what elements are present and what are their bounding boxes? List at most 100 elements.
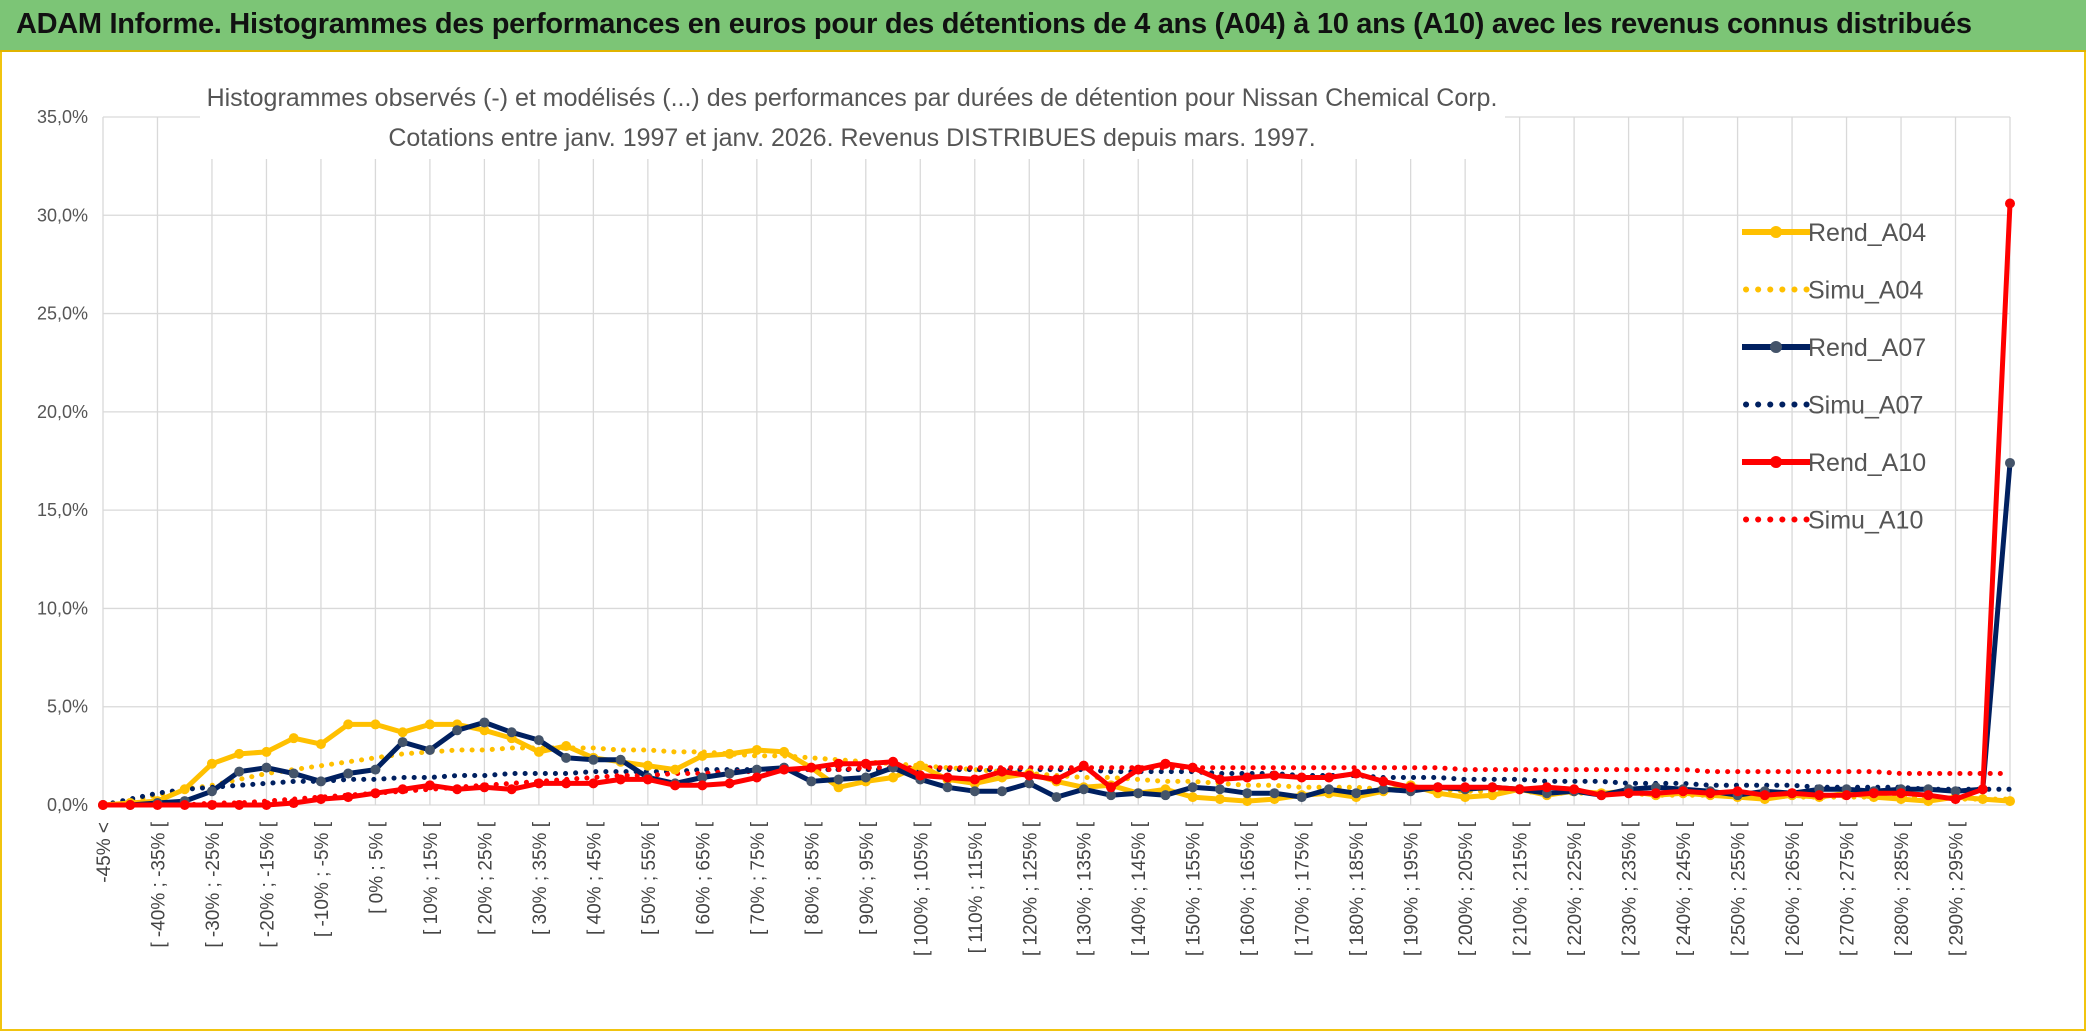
data-point xyxy=(724,778,735,789)
data-point xyxy=(1105,782,1116,793)
x-tick-label: [ 160% ; 165% [ xyxy=(1238,821,1259,956)
legend-label: Rend_A04 xyxy=(1808,219,1926,247)
gridlines xyxy=(102,116,2011,806)
data-point xyxy=(2005,198,2015,209)
data-point xyxy=(860,758,871,769)
data-point xyxy=(1460,782,1471,793)
data-point xyxy=(234,766,245,777)
series-lines xyxy=(98,198,2015,810)
legend-marker xyxy=(1770,226,1782,238)
x-tick-label: [ 270% ; 275% [ xyxy=(1838,821,1859,956)
data-point xyxy=(1460,792,1471,803)
data-point xyxy=(888,756,899,767)
data-point xyxy=(1269,770,1280,781)
data-point xyxy=(561,741,572,752)
x-tick-label: [ 60% ; 65% [ xyxy=(693,821,714,935)
data-point xyxy=(261,762,272,773)
data-point xyxy=(1214,784,1225,795)
data-point xyxy=(969,786,980,797)
legend-label: Simu_A10 xyxy=(1808,507,1923,535)
data-point xyxy=(588,754,599,765)
data-point xyxy=(806,776,817,787)
x-tick-label: [ 30% ; 35% [ xyxy=(530,821,551,935)
x-tick-label: [ 180% ; 185% [ xyxy=(1347,821,1368,956)
x-tick-label: [ 220% ; 225% [ xyxy=(1565,821,1586,956)
data-point xyxy=(1896,788,1907,799)
data-point xyxy=(779,746,790,757)
x-tick-label: [ 200% ; 205% [ xyxy=(1456,821,1477,956)
data-point xyxy=(1705,788,1716,799)
data-point xyxy=(479,782,490,793)
data-point xyxy=(452,725,463,736)
y-tick-label: 15,0% xyxy=(37,500,88,520)
data-point xyxy=(751,764,762,775)
x-tick-label: [ 190% ; 195% [ xyxy=(1402,821,1423,956)
data-point xyxy=(1296,792,1307,803)
x-tick-label: [ 100% ; 105% [ xyxy=(911,821,932,956)
series-Rend_A10 xyxy=(98,198,2015,810)
data-point xyxy=(1351,768,1362,779)
x-tick-label: [ -20% ; -15% [ xyxy=(257,821,278,947)
data-point xyxy=(2005,796,2015,807)
x-tick-label: [ 120% ; 125% [ xyxy=(1020,821,1041,956)
legend-marker xyxy=(1770,456,1782,468)
data-point xyxy=(1759,790,1770,801)
data-point xyxy=(561,752,572,763)
data-point xyxy=(1487,790,1498,801)
data-point xyxy=(1242,788,1253,799)
data-point xyxy=(397,737,408,748)
data-point xyxy=(1814,790,1825,801)
data-point xyxy=(125,800,136,810)
data-point xyxy=(479,725,490,736)
data-point xyxy=(1787,788,1798,799)
data-point xyxy=(915,770,926,781)
data-point xyxy=(1160,790,1171,801)
data-point xyxy=(397,784,408,795)
data-point xyxy=(1078,760,1089,771)
data-point xyxy=(697,750,708,761)
data-point xyxy=(1242,772,1253,783)
data-point xyxy=(1405,782,1416,793)
data-point xyxy=(1214,794,1225,805)
data-point xyxy=(833,758,844,769)
data-point xyxy=(533,746,544,757)
data-point xyxy=(1133,788,1144,799)
data-point xyxy=(1923,790,1934,801)
data-point xyxy=(588,778,599,789)
data-point xyxy=(642,774,653,785)
data-point xyxy=(1187,792,1198,803)
data-point xyxy=(1950,794,1961,805)
data-point xyxy=(997,766,1008,777)
y-tick-label: 5,0% xyxy=(47,697,88,717)
data-point xyxy=(1187,782,1198,793)
data-point xyxy=(1977,794,1988,805)
data-point xyxy=(288,798,299,809)
data-point xyxy=(833,782,844,793)
x-tick-label: [ 50% ; 55% [ xyxy=(639,821,660,935)
data-point xyxy=(397,727,408,738)
data-point xyxy=(1269,788,1280,799)
x-tick-label: [ 110% ; 115% [ xyxy=(966,821,987,953)
y-axis-ticks: 0,0% 5,0% 10,0% 15,0% 20,0% 25,0% 30,0% 35,0% xyxy=(37,107,88,815)
legend-label: Simu_A04 xyxy=(1808,277,1923,305)
x-tick-label: [ 20% ; 25% [ xyxy=(475,821,496,935)
data-point xyxy=(697,772,708,783)
x-tick-label: [ -30% ; -25% [ xyxy=(203,821,224,947)
data-point xyxy=(370,764,381,775)
x-tick-label: [ 230% ; 235% [ xyxy=(1620,821,1641,956)
data-point xyxy=(315,776,326,787)
y-tick-label: 10,0% xyxy=(37,598,88,618)
x-tick-label: [ 80% ; 85% [ xyxy=(802,821,823,935)
chart-title-line1: Histogrammes observés (-) et modélisés (… xyxy=(207,84,1498,112)
x-tick-label: [ 240% ; 245% [ xyxy=(1674,821,1695,956)
x-tick-label: [ 0% ; 5% [ xyxy=(366,821,387,914)
data-point xyxy=(1596,790,1607,801)
data-point xyxy=(1051,792,1062,803)
data-point xyxy=(751,772,762,783)
data-point xyxy=(1187,762,1198,773)
data-point xyxy=(1841,790,1852,801)
y-tick-label: 0,0% xyxy=(47,795,88,815)
data-point xyxy=(751,744,762,755)
data-point xyxy=(506,784,517,795)
